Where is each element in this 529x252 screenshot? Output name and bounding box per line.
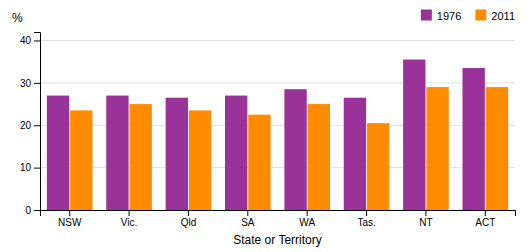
tick-line bbox=[188, 210, 189, 216]
tick-label: WA bbox=[299, 217, 315, 228]
bar bbox=[462, 68, 484, 210]
tick: 0 bbox=[25, 205, 40, 216]
bar bbox=[47, 96, 69, 210]
chart-svg: 0 10 20 30 40 NSW Vic. Qld SA WA Tas. NT ACT State or… bbox=[0, 0, 529, 252]
tick-line bbox=[69, 210, 70, 216]
tick: NSW bbox=[58, 210, 82, 228]
tick-line bbox=[34, 83, 40, 84]
bar bbox=[106, 96, 128, 210]
chart-container: 0 10 20 30 40 NSW Vic. Qld SA WA Tas. NT ACT State or… bbox=[0, 0, 529, 252]
bar bbox=[166, 98, 188, 210]
tick-line bbox=[34, 40, 40, 41]
tick-line bbox=[129, 210, 130, 216]
tick-label: 30 bbox=[20, 78, 32, 89]
tick-label: 10 bbox=[20, 162, 32, 173]
tick-line bbox=[247, 210, 248, 216]
bar bbox=[426, 87, 448, 210]
tick: Tas. bbox=[357, 210, 375, 228]
grid-line bbox=[40, 40, 515, 41]
tick: 40 bbox=[20, 35, 40, 46]
tick-label: Qld bbox=[181, 217, 197, 228]
tick-label: Vic. bbox=[121, 217, 138, 228]
bar bbox=[189, 110, 211, 210]
legend-label: 2011 bbox=[491, 10, 515, 22]
tick-label: NSW bbox=[58, 217, 82, 228]
y-axis: 0 10 20 30 40 bbox=[20, 33, 41, 216]
tick-line bbox=[485, 210, 486, 216]
grid bbox=[40, 40, 515, 210]
axis-domain bbox=[34, 33, 41, 211]
tick-line bbox=[34, 168, 40, 169]
tick-label: 20 bbox=[20, 120, 32, 131]
tick: Qld bbox=[181, 210, 197, 228]
tick-line bbox=[425, 210, 426, 216]
legend: 1976 2011 bbox=[421, 10, 515, 22]
legend-item: 2011 bbox=[475, 10, 515, 22]
plot: 0 10 20 30 40 NSW Vic. Qld SA WA Tas. NT ACT bbox=[20, 33, 516, 229]
x-axis-title: State or Territory bbox=[233, 233, 321, 247]
tick: 10 bbox=[20, 162, 40, 173]
y-axis-title: % bbox=[12, 11, 23, 25]
bar bbox=[70, 110, 92, 210]
tick: 30 bbox=[20, 78, 40, 89]
tick-line bbox=[34, 210, 40, 211]
tick-line bbox=[366, 210, 367, 216]
tick-label: SA bbox=[241, 217, 255, 228]
tick-label: NT bbox=[419, 217, 432, 228]
bar bbox=[367, 123, 389, 210]
tick-line bbox=[34, 125, 40, 126]
bars bbox=[47, 60, 508, 210]
bar bbox=[344, 98, 366, 210]
bar bbox=[403, 60, 425, 210]
bar bbox=[486, 87, 508, 210]
legend-swatch bbox=[475, 10, 486, 21]
grid-line bbox=[40, 82, 515, 83]
bar-series bbox=[47, 60, 485, 210]
bar bbox=[130, 104, 152, 210]
tick: SA bbox=[241, 210, 255, 228]
bar bbox=[284, 89, 306, 210]
tick: ACT bbox=[475, 210, 495, 228]
axis-domain bbox=[41, 211, 516, 217]
bar-series bbox=[70, 87, 508, 210]
tick-line bbox=[307, 210, 308, 216]
bar bbox=[225, 96, 247, 210]
tick: 20 bbox=[20, 120, 40, 131]
x-axis: NSW Vic. Qld SA WA Tas. NT ACT bbox=[41, 210, 516, 228]
tick: WA bbox=[299, 210, 315, 228]
tick-label: 40 bbox=[20, 35, 32, 46]
bar bbox=[248, 115, 270, 210]
tick-label: Tas. bbox=[357, 217, 375, 228]
tick: Vic. bbox=[121, 210, 138, 228]
tick-label: 0 bbox=[25, 205, 31, 216]
tick-label: ACT bbox=[475, 217, 495, 228]
legend-item: 1976 bbox=[421, 10, 461, 22]
legend-swatch bbox=[421, 10, 432, 21]
tick: NT bbox=[419, 210, 432, 228]
legend-label: 1976 bbox=[437, 10, 461, 22]
bar bbox=[308, 104, 330, 210]
